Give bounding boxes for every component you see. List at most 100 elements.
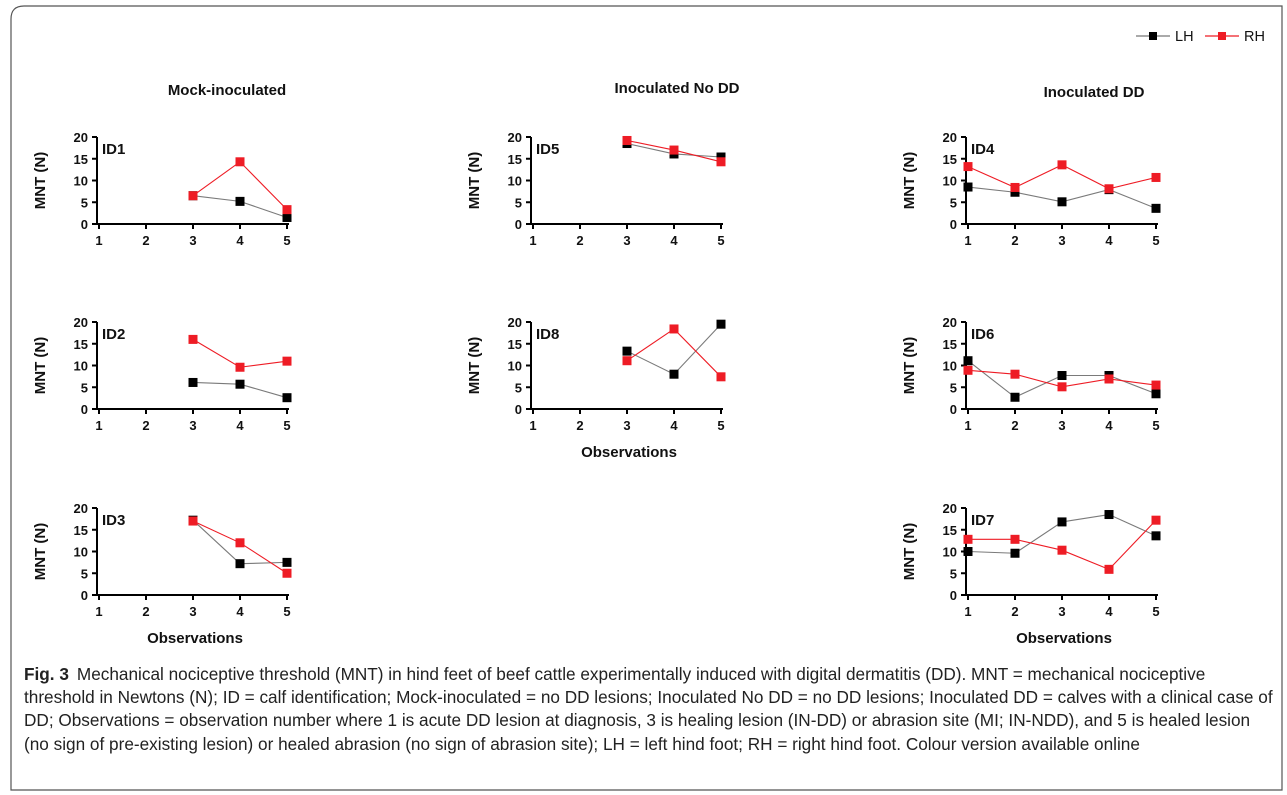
point-rh	[1057, 545, 1067, 555]
series-line-rh	[968, 519, 1157, 570]
caption-label: Fig. 3	[24, 664, 69, 684]
x-tick-label: 1	[95, 604, 102, 619]
x-tick-label: 2	[1011, 233, 1018, 248]
point-lh	[669, 369, 679, 379]
point-lh	[1151, 203, 1161, 213]
x-tick-label: 2	[1011, 418, 1018, 433]
point-lh	[282, 212, 292, 222]
x-axis-label: Observations	[1016, 630, 1112, 647]
y-tick-label: 10	[74, 174, 88, 189]
x-tick-label: 5	[1152, 233, 1159, 248]
x-tick-label: 4	[670, 233, 678, 248]
point-rh	[1057, 382, 1067, 392]
y-axis-label: MNT (N)	[32, 152, 49, 209]
point-rh	[235, 157, 245, 167]
x-axis-label: Observations	[581, 444, 677, 461]
x-tick-label: 4	[1105, 418, 1113, 433]
x-tick-label: 5	[717, 233, 724, 248]
x-tick-label: 3	[623, 418, 630, 433]
y-tick-label: 15	[74, 523, 88, 538]
x-tick-label: 1	[95, 418, 102, 433]
point-lh	[1010, 548, 1020, 558]
point-lh	[282, 393, 292, 403]
y-tick-label: 0	[950, 217, 957, 232]
point-lh	[235, 559, 245, 569]
panel-title: ID1	[102, 141, 125, 158]
x-tick-label: 1	[529, 418, 536, 433]
panel-id6: 0 5 10 15 20 1 2 3 4 5 MNT (N) ID6	[901, 315, 1161, 433]
point-lh	[963, 547, 973, 556]
y-tick-label: 5	[950, 195, 957, 210]
panel-title: ID7	[971, 512, 994, 529]
point-lh	[282, 557, 292, 567]
point-rh	[669, 324, 679, 334]
y-tick-label: 15	[943, 152, 957, 167]
y-tick-label: 10	[508, 174, 522, 189]
point-lh	[622, 346, 632, 356]
series-line-rh	[626, 328, 722, 378]
panel-id1: 0 5 10 15 20 1 2 3 4 5 MNT (N) ID1	[32, 130, 292, 248]
point-rh	[963, 162, 973, 172]
y-tick-label: 20	[508, 130, 522, 145]
panel-id5: 0 5 10 15 20 1 2 3 4 5 MNT (N) ID5	[466, 130, 726, 248]
point-rh	[622, 356, 632, 366]
y-axis-label: MNT (N)	[466, 152, 483, 209]
y-tick-label: 0	[81, 402, 88, 417]
y-tick-label: 0	[515, 402, 522, 417]
x-tick-label: 5	[283, 418, 290, 433]
x-tick-label: 4	[1105, 604, 1113, 619]
panel-id8: 0 5 10 15 20 1 2 3 4 5 MNT (N) ID8 Observations	[466, 315, 726, 461]
x-tick-label: 2	[576, 418, 583, 433]
y-tick-label: 5	[950, 380, 957, 395]
y-axis-label: MNT (N)	[466, 337, 483, 394]
panel-id3: 0 5 10 15 20 1 2 3 4 5 MNT (N) ID3 Observations	[32, 501, 292, 647]
x-tick-label: 3	[189, 604, 196, 619]
x-tick-label: 2	[142, 233, 149, 248]
point-rh	[1104, 374, 1114, 384]
y-tick-label: 10	[508, 359, 522, 374]
point-rh	[716, 372, 726, 382]
column-title-inoculated-dd: Inoculated DD	[1044, 84, 1145, 101]
y-tick-label: 10	[943, 545, 957, 560]
y-tick-label: 10	[943, 359, 957, 374]
panel-id4: 0 5 10 15 20 1 2 3 4 5 MNT (N) ID4	[901, 130, 1161, 248]
panel-id7: 0 5 10 15 20 1 2 3 4 5 MNT (N) ID7 Observations	[901, 501, 1161, 647]
point-rh	[669, 145, 679, 155]
x-tick-label: 3	[189, 418, 196, 433]
y-tick-label: 0	[515, 217, 522, 232]
x-tick-label: 4	[670, 418, 678, 433]
point-rh	[1104, 564, 1114, 574]
point-lh	[188, 377, 198, 387]
point-lh	[1151, 389, 1161, 399]
point-rh	[963, 534, 973, 544]
x-tick-label: 5	[1152, 418, 1159, 433]
point-rh	[1151, 172, 1161, 182]
x-tick-label: 3	[1058, 233, 1065, 248]
y-tick-label: 15	[943, 523, 957, 538]
x-tick-label: 1	[964, 233, 971, 248]
point-lh	[1057, 197, 1067, 207]
y-tick-label: 0	[81, 588, 88, 603]
x-tick-label: 5	[283, 233, 290, 248]
x-tick-label: 2	[576, 233, 583, 248]
y-tick-label: 15	[508, 337, 522, 352]
y-tick-label: 0	[950, 588, 957, 603]
point-rh	[963, 365, 973, 375]
y-tick-label: 0	[81, 217, 88, 232]
point-rh	[235, 362, 245, 372]
caption-text: Mechanical nociceptive threshold (MNT) i…	[24, 664, 1273, 754]
x-tick-label: 4	[236, 418, 244, 433]
point-rh	[1151, 515, 1161, 525]
point-lh	[235, 379, 245, 389]
point-lh	[1151, 531, 1161, 541]
point-rh	[1010, 369, 1020, 379]
legend: LH RH	[1136, 29, 1265, 45]
y-tick-label: 10	[74, 545, 88, 560]
point-lh	[1010, 187, 1020, 197]
x-tick-label: 1	[964, 604, 971, 619]
x-tick-label: 5	[283, 604, 290, 619]
point-rh	[235, 538, 245, 548]
x-tick-label: 1	[964, 418, 971, 433]
panel-id2: 0 5 10 15 20 1 2 3 4 5 MNT (N) ID2	[32, 315, 292, 433]
